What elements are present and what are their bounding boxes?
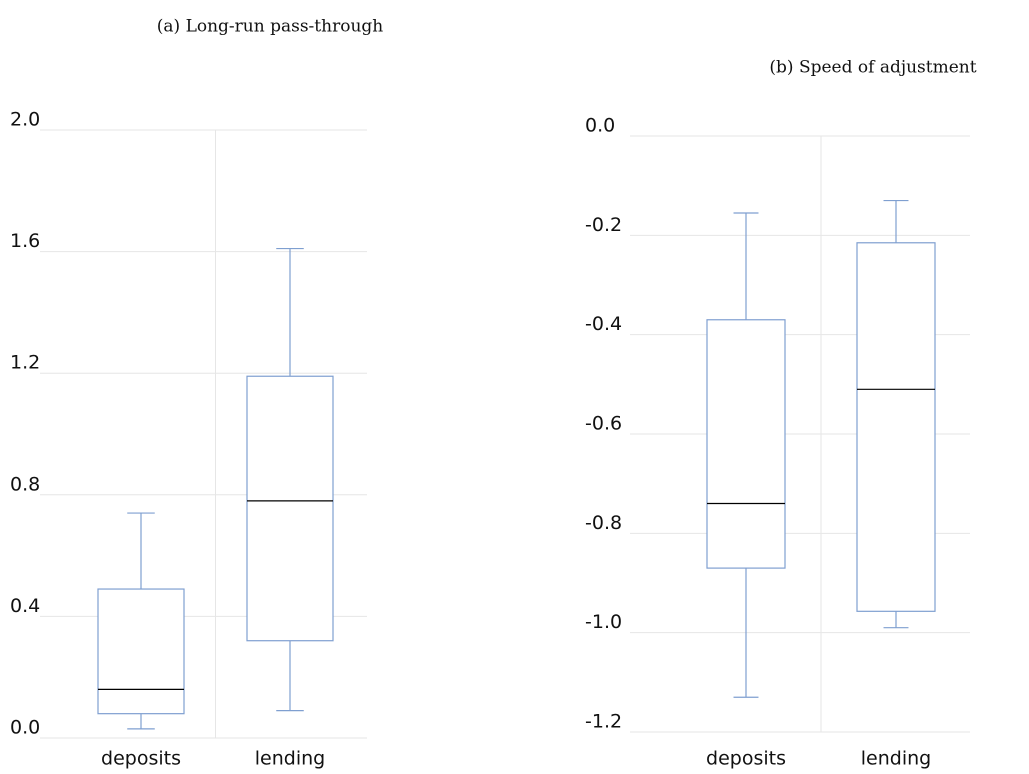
y-tick-label: -1.2 <box>585 711 622 733</box>
y-tick-label: 0.0 <box>10 717 40 739</box>
y-tick-label: -0.2 <box>585 214 622 236</box>
box <box>856 242 936 612</box>
y-tick-label: -0.6 <box>585 413 622 435</box>
x-tick-label: deposits <box>706 748 786 770</box>
chart-title: (b) Speed of adjustment <box>769 58 976 78</box>
x-tick-label: lending <box>861 748 931 770</box>
y-tick-label: -1.0 <box>585 611 622 633</box>
y-tick-label: 0.4 <box>10 595 40 617</box>
y-tick-label: 0.0 <box>585 115 615 137</box>
x-tick-label: lending <box>255 748 325 770</box>
y-tick-label: -0.8 <box>585 512 622 534</box>
y-tick-label: 1.2 <box>10 352 40 374</box>
x-tick-label: deposits <box>101 748 181 770</box>
box <box>706 319 786 569</box>
chart-title: (a) Long-run pass-through <box>157 17 384 37</box>
y-tick-label: -0.4 <box>585 313 622 335</box>
y-tick-label: 1.6 <box>10 230 40 252</box>
box <box>246 375 334 642</box>
box <box>97 588 185 715</box>
y-tick-label: 2.0 <box>10 109 40 131</box>
y-tick-label: 0.8 <box>10 473 40 495</box>
